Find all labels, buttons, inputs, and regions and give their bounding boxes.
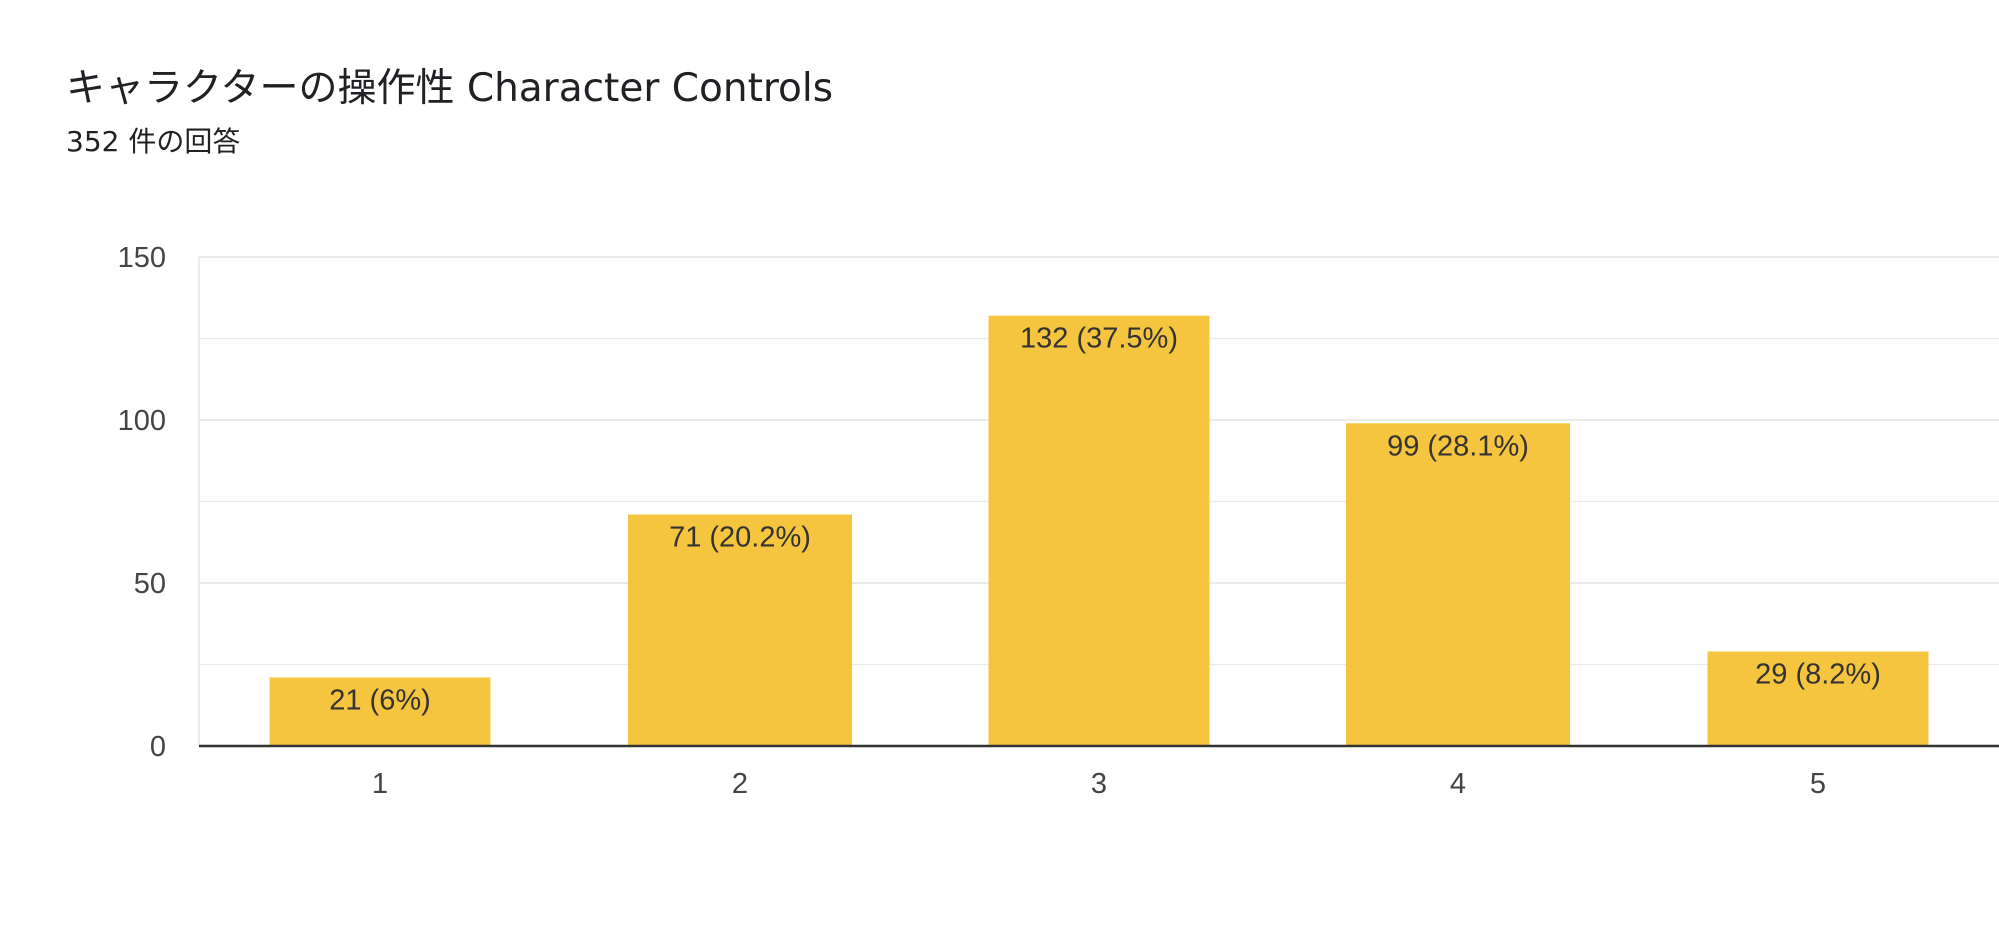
data-label-2: 71 (20.2%) <box>669 522 811 554</box>
chart-header: キャラクターの操作性 Character Controls 352 件の回答 <box>66 64 833 160</box>
bar-4 <box>1346 423 1570 746</box>
bar-3 <box>988 315 1210 746</box>
data-label-4: 99 (28.1%) <box>1387 430 1529 462</box>
y-tick-label: 100 <box>118 405 166 437</box>
bar-2 <box>628 514 852 746</box>
data-label-3: 132 (37.5%) <box>1020 323 1178 355</box>
x-tick-label-1: 1 <box>372 768 388 800</box>
chart-title: キャラクターの操作性 Character Controls <box>66 66 834 111</box>
y-tick-label: 0 <box>150 731 166 763</box>
bars <box>269 315 1929 746</box>
bar-5 <box>1707 651 1929 746</box>
x-tick-label-4: 4 <box>1450 768 1466 800</box>
labels: 21 (6%) 71 (20.2%) 132 (37.5%) 99 (28.1%) 29… <box>118 242 1881 800</box>
x-tick-label-5: 5 <box>1810 768 1826 800</box>
data-label-1: 21 (6%) <box>329 685 431 717</box>
y-tick-label: 150 <box>118 242 166 274</box>
y-tick-label: 50 <box>134 568 166 600</box>
x-tick-label-2: 2 <box>732 768 748 800</box>
data-label-5: 29 (8.2%) <box>1755 658 1881 690</box>
x-tick-label-3: 3 <box>1091 768 1107 800</box>
response-count: 352 件の回答 <box>66 125 241 158</box>
bar-1 <box>269 677 491 746</box>
